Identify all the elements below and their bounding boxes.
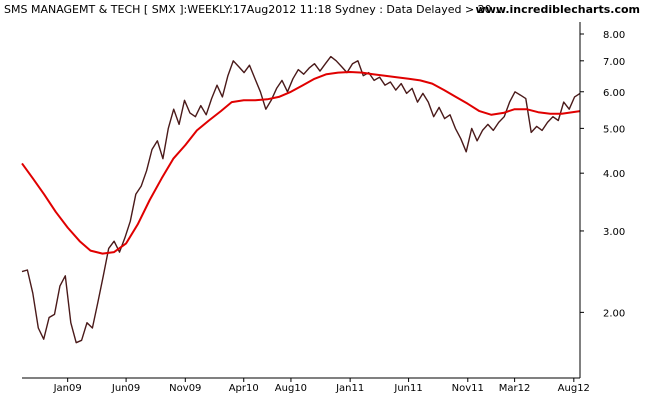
y-tick-label: 8.00 (603, 30, 625, 41)
price-series-line (21, 55, 581, 344)
x-tick-label: Apr10 (229, 383, 259, 394)
y-tick-label: 5.00 (603, 124, 625, 135)
y-tick-label: 4.00 (603, 169, 625, 180)
y-tick-label: 6.00 (603, 88, 625, 99)
chart-title: SMS MANAGEMT & TECH [ SMX ]:WEEKLY:17Aug… (4, 3, 502, 16)
x-tick-label: Nov09 (169, 383, 201, 394)
x-tick-label: Jan09 (53, 383, 82, 394)
x-axis: Jan09 Jun09 Nov09 Apr10 Aug10 Jan11 Jun11 Nov11… (53, 378, 590, 394)
x-tick-label: Mar12 (499, 383, 531, 394)
x-tick-label: Jun11 (393, 383, 422, 394)
y-tick-label: 3.00 (603, 227, 625, 238)
y-tick-label: 7.00 (603, 57, 625, 68)
x-tick-label: Nov11 (452, 383, 484, 394)
x-tick-label: Aug12 (558, 383, 590, 394)
brand-link[interactable]: www.incrediblecharts.com (476, 3, 640, 16)
series-layer (21, 55, 581, 344)
moving-average-line (21, 71, 581, 255)
x-tick-label: Jun09 (111, 383, 140, 394)
x-tick-label: Jan11 (335, 383, 364, 394)
x-tick-label: Aug10 (275, 383, 307, 394)
y-axis: 8.00 7.00 6.00 5.00 4.00 3.00 2.00 (580, 30, 625, 319)
y-tick-label: 2.00 (603, 308, 625, 319)
